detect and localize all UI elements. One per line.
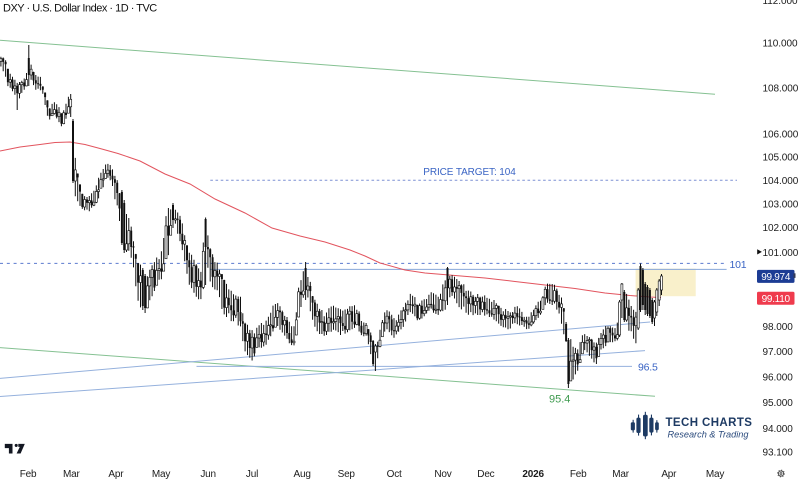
svg-text:2026: 2026 xyxy=(522,469,544,480)
svg-text:TECH CHARTS: TECH CHARTS xyxy=(666,417,753,429)
svg-text:Jul: Jul xyxy=(246,469,258,480)
svg-text:94.000: 94.000 xyxy=(763,424,794,435)
svg-text:103.000: 103.000 xyxy=(763,200,799,211)
svg-text:Feb: Feb xyxy=(20,469,37,480)
svg-text:PRICE TARGET: 104: PRICE TARGET: 104 xyxy=(423,167,516,178)
svg-text:Nov: Nov xyxy=(434,469,451,480)
svg-text:101.000: 101.000 xyxy=(763,248,799,259)
svg-text:May: May xyxy=(152,469,170,480)
svg-text:Mar: Mar xyxy=(612,469,629,480)
svg-text:Apr: Apr xyxy=(661,469,677,480)
svg-text:93.100: 93.100 xyxy=(763,448,794,459)
svg-text:98.000: 98.000 xyxy=(763,322,794,333)
svg-text:Mar: Mar xyxy=(63,469,80,480)
svg-text:Apr: Apr xyxy=(108,469,124,480)
svg-text:96.5: 96.5 xyxy=(638,361,658,373)
svg-text:110.000: 110.000 xyxy=(763,38,799,49)
svg-text:101: 101 xyxy=(730,259,747,271)
svg-text:96.000: 96.000 xyxy=(763,372,794,383)
svg-text:106.000: 106.000 xyxy=(763,129,799,140)
svg-text:Aug: Aug xyxy=(293,469,310,480)
svg-text:99.110: 99.110 xyxy=(762,294,791,305)
svg-text:Jun: Jun xyxy=(200,469,216,480)
svg-text:112.000: 112.000 xyxy=(763,0,799,7)
svg-text:Oct: Oct xyxy=(387,469,402,480)
svg-text:105.000: 105.000 xyxy=(763,153,799,164)
svg-text:104.000: 104.000 xyxy=(763,176,799,187)
svg-text:95.4: 95.4 xyxy=(549,393,570,405)
svg-text:95.000: 95.000 xyxy=(763,398,794,409)
svg-text:Dec: Dec xyxy=(477,469,494,480)
svg-text:Research & Trading: Research & Trading xyxy=(668,430,750,440)
svg-text:102.000: 102.000 xyxy=(763,223,799,234)
svg-text:Sep: Sep xyxy=(338,469,356,480)
svg-text:108.000: 108.000 xyxy=(763,84,799,95)
svg-text:May: May xyxy=(706,469,724,480)
svg-text:97.000: 97.000 xyxy=(763,347,794,358)
svg-text:99.974: 99.974 xyxy=(761,272,791,283)
svg-text:Feb: Feb xyxy=(570,469,587,480)
svg-text:DXY · U.S. Dollar Index · 1D ·: DXY · U.S. Dollar Index · 1D · TVC xyxy=(3,3,157,15)
